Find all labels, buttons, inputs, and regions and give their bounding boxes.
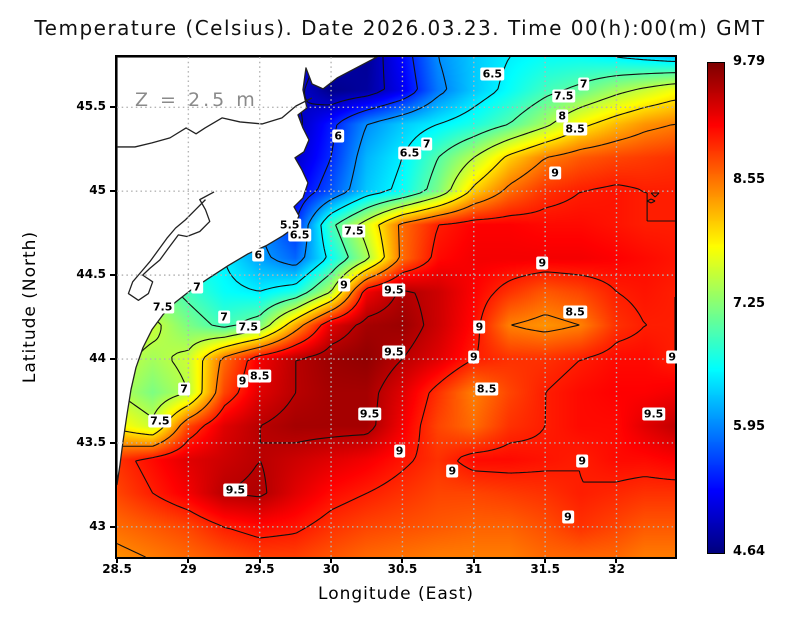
- contour-label: 9.5: [641, 407, 666, 421]
- contour-label: 7.5: [342, 224, 366, 238]
- contour-label: 6.5: [287, 228, 312, 242]
- colorbar-tick-label: 5.95: [733, 419, 766, 435]
- contour-label: 7.5: [236, 320, 261, 334]
- y-tick-label: 44.5: [76, 267, 106, 282]
- map-plot-area: Z = 2.5 m 6.5 7 7.5 8 8.5 9 6 6.5 7 5.5 6.5 7.5 6 7.5…: [115, 55, 678, 559]
- contour-label: 9.5: [223, 483, 248, 497]
- y-tick-label: 45: [89, 183, 106, 198]
- x-tick-label: 31: [465, 562, 483, 576]
- y-tick-label: 44: [89, 351, 106, 365]
- x-tick-label: 30: [322, 562, 340, 576]
- colorbar-tick-label: 4.64: [733, 544, 766, 559]
- colorbar: [707, 62, 725, 554]
- contour-label: 8: [556, 109, 569, 123]
- contour-label: 6.5: [397, 146, 422, 160]
- x-tick-label: 29.5: [244, 562, 275, 576]
- contour-label: 8.5: [474, 382, 499, 396]
- x-tick-label: 31.5: [530, 562, 560, 576]
- x-tick-mark: [330, 557, 333, 563]
- contour-label: 8.5: [563, 305, 587, 319]
- y-tick-label: 43.5: [76, 434, 106, 449]
- y-tick-label: 45.5: [76, 99, 106, 114]
- x-tick-mark: [401, 557, 404, 563]
- y-tick-label: 43: [89, 518, 106, 533]
- y-tick-mark: [110, 106, 117, 109]
- contour-label: 7: [178, 382, 190, 396]
- temperature-map-canvas: [117, 57, 675, 557]
- contour-label: 9: [446, 464, 459, 478]
- contour-label: 9: [576, 454, 589, 468]
- x-axis-title: Longitude (East): [318, 584, 474, 604]
- contour-label: 9: [393, 444, 406, 458]
- contour-label: 9: [549, 166, 561, 180]
- depth-annotation: Z = 2.5 m: [135, 89, 258, 111]
- figure-title: Temperature (Celsius). Date 2026.03.23. …: [34, 16, 766, 40]
- contour-label: 9: [562, 510, 574, 524]
- y-tick-mark: [110, 441, 117, 444]
- contour-label: 7: [577, 77, 590, 91]
- contour-label: 7.5: [148, 414, 172, 428]
- contour-label: 9: [338, 278, 350, 292]
- contour-label: 7: [191, 280, 203, 294]
- contour-label: 9: [473, 320, 486, 334]
- x-tick-mark: [472, 557, 475, 563]
- x-tick-mark: [258, 557, 261, 563]
- contour-label: 9: [536, 256, 549, 270]
- contour-label: 7: [420, 137, 433, 151]
- x-tick-mark: [615, 557, 618, 563]
- contour-label: 9: [666, 350, 678, 364]
- contour-label: 9.5: [357, 407, 382, 421]
- x-tick-label: 32: [608, 562, 625, 576]
- y-tick-mark: [110, 190, 117, 193]
- colorbar-gradient: [708, 63, 724, 553]
- contour-label: 9.5: [382, 345, 406, 359]
- contour-label: 6: [332, 129, 345, 143]
- contour-label: 9: [467, 350, 480, 364]
- x-tick-mark: [116, 557, 118, 563]
- x-tick-mark: [544, 557, 547, 563]
- contour-label: 7.5: [551, 89, 576, 103]
- colorbar-tick-label: 8.55: [733, 171, 766, 187]
- contour-label: 9: [236, 374, 249, 388]
- contour-label: 9.5: [382, 283, 406, 297]
- contour-label: 7: [218, 310, 230, 324]
- x-tick-label: 28.5: [102, 562, 132, 576]
- x-tick-label: 30.5: [387, 562, 418, 576]
- contour-label: 5.5: [277, 218, 302, 232]
- y-tick-mark: [110, 525, 117, 528]
- contour-label: 6.5: [480, 67, 505, 81]
- colorbar-tick-label: 7.25: [733, 295, 766, 311]
- colorbar-tick-label: 9.79: [733, 54, 766, 69]
- y-tick-mark: [110, 358, 117, 360]
- y-axis-title: Latitude (North): [20, 230, 40, 384]
- contour-label: 7.5: [150, 300, 175, 314]
- contour-label: 8.5: [563, 122, 587, 136]
- x-tick-label: 29: [179, 562, 197, 576]
- y-tick-mark: [110, 274, 117, 277]
- contour-label: 6: [252, 248, 265, 262]
- contour-label: 8.5: [247, 369, 272, 383]
- x-tick-mark: [187, 557, 190, 563]
